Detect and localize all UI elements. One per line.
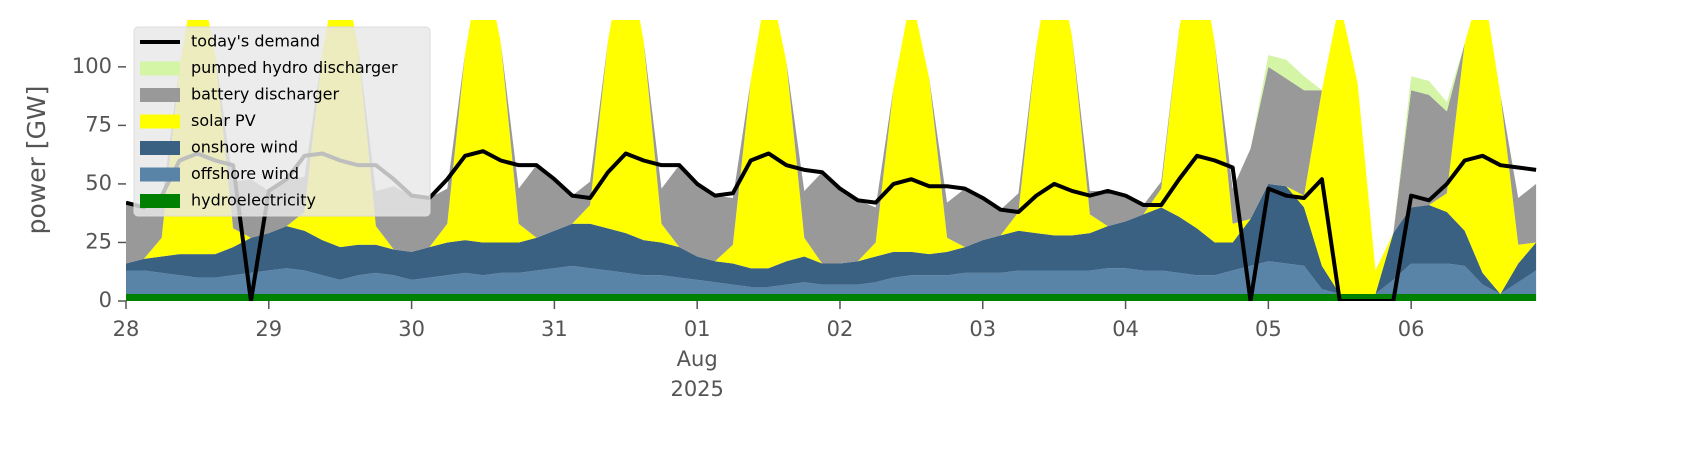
area bbox=[126, 20, 1537, 294]
x-tick-label: 06 bbox=[1398, 317, 1425, 341]
legend-swatch bbox=[140, 141, 180, 155]
legend-label: solar PV bbox=[191, 111, 256, 130]
legend-label: hydroelectricity bbox=[191, 191, 316, 210]
axes: 0 25 50 75 100 28 29 30 31 01 02 03 04 05 06 Aug 2025 bbox=[72, 54, 1425, 401]
legend-label: today's demand bbox=[191, 32, 320, 51]
x-tick-label: 04 bbox=[1112, 317, 1139, 341]
x-date-label: Aug bbox=[677, 347, 718, 371]
legend-swatch bbox=[140, 114, 180, 129]
x-tick-label: 02 bbox=[827, 317, 854, 341]
x-tick-label: 31 bbox=[541, 317, 568, 341]
x-tick-label: 29 bbox=[255, 317, 282, 341]
legend-swatch bbox=[140, 61, 180, 76]
area bbox=[126, 20, 1537, 271]
legend-label: pumped hydro discharger bbox=[191, 58, 398, 77]
y-tick-label: 25 bbox=[85, 229, 112, 253]
legend-label: offshore wind bbox=[191, 164, 299, 183]
legend-box bbox=[133, 26, 431, 217]
y-tick-label: 0 bbox=[99, 288, 112, 312]
legend: today's demand pumped hydro discharger bat… bbox=[133, 26, 431, 217]
plot-area bbox=[126, 20, 1537, 301]
legend-label: battery discharger bbox=[191, 85, 339, 104]
y-axis-label: power [GW] bbox=[22, 86, 51, 235]
area bbox=[126, 293, 1537, 301]
x-tick-label: 01 bbox=[684, 317, 711, 341]
x-tick-label: 28 bbox=[113, 317, 140, 341]
legend-swatch bbox=[140, 88, 180, 102]
x-tick-label: 30 bbox=[398, 317, 425, 341]
y-tick-label: 50 bbox=[85, 171, 112, 195]
x-tick-label: 03 bbox=[969, 317, 996, 341]
x-date-label: 2025 bbox=[670, 377, 723, 401]
y-tick-label: 100 bbox=[72, 54, 112, 78]
x-tick-label: 05 bbox=[1255, 317, 1282, 341]
legend-label: onshore wind bbox=[191, 138, 298, 157]
legend-swatch bbox=[140, 167, 180, 182]
legend-swatch bbox=[140, 194, 180, 208]
area bbox=[126, 261, 1537, 294]
area bbox=[126, 183, 1537, 294]
y-tick-label: 75 bbox=[85, 112, 112, 136]
